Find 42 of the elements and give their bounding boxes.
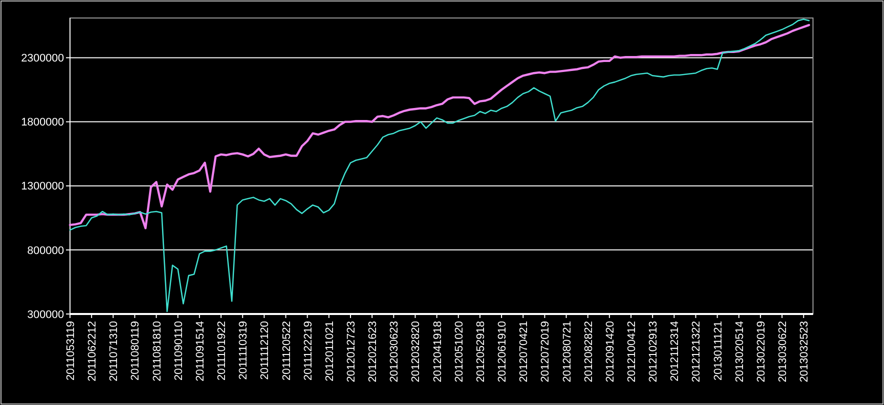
x-tick-label: 2011090110 <box>172 321 185 381</box>
y-tick-label: 1300000 <box>21 180 64 193</box>
x-tick-label: 2013020514 <box>734 321 746 382</box>
x-tick-label: 2012102913 <box>648 321 660 382</box>
x-tick-label: 2012041918 <box>432 321 444 382</box>
x-tick-label: 2011110319 <box>238 321 250 380</box>
y-tick-label: 300000 <box>27 308 64 321</box>
y-tick-label: 1800000 <box>21 116 64 129</box>
x-tick-label: 2012112314 <box>669 321 682 382</box>
x-tick-label: 2011112120 <box>259 321 272 380</box>
y-tick-label: 800000 <box>27 244 64 257</box>
x-tick-label: 2012011021 <box>324 321 336 382</box>
x-tick-label: 2013030622 <box>777 321 790 382</box>
x-tick-label: 2011062212 <box>86 321 99 382</box>
x-tick-label: 2011053119 <box>65 321 77 381</box>
x-tick-label: 2012012723 <box>345 321 358 382</box>
x-tick-label: 2013032523 <box>798 321 811 382</box>
x-tick-label: 2011080119 <box>130 321 142 381</box>
x-tick-label: 2011091514 <box>194 321 206 382</box>
x-tick-label: 2011081810 <box>151 321 164 382</box>
x-tick-label: 2011071310 <box>108 321 120 382</box>
x-tick-label: 2012091420 <box>604 321 616 382</box>
y-tick-label: 2300000 <box>21 52 64 65</box>
x-tick-label: 2012030623 <box>388 321 401 382</box>
x-tick-label: 2011120522 <box>280 321 293 381</box>
x-tick-label: 2013011121 <box>712 321 724 381</box>
x-tick-label: 2012121322 <box>690 321 703 382</box>
line-series <box>68 24 810 230</box>
x-tick-label: 2011122219 <box>302 321 314 381</box>
x-tick-label: 2011101922 <box>216 321 228 381</box>
x-tick-label: 2012052918 <box>474 321 487 382</box>
x-tick-label: 2012021623 <box>367 321 380 382</box>
x-tick-label: 2012072019 <box>540 321 552 382</box>
x-tick-label: 2012032820 <box>410 321 422 382</box>
x-tick-label: 2012080721 <box>561 321 574 382</box>
x-tick-label: 2012070421 <box>518 321 530 382</box>
x-tick-label: 2012100412 <box>626 321 638 382</box>
line-series <box>69 18 810 312</box>
x-tick-label: 2012061910 <box>496 321 509 382</box>
x-tick-label: 2013022019 <box>755 321 768 382</box>
x-tick-label: 2012051020 <box>453 321 466 382</box>
x-tick-label: 2012082822 <box>582 321 595 382</box>
